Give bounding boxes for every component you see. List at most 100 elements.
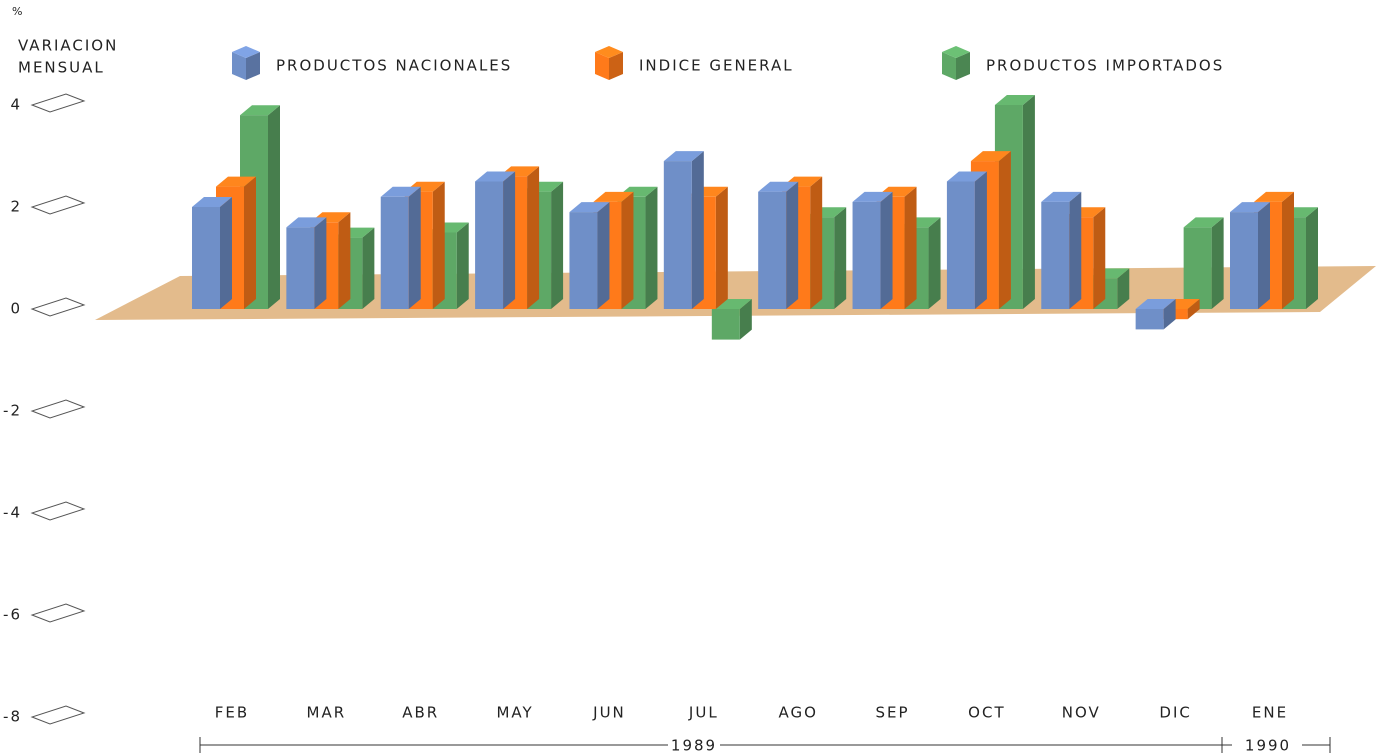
tick-mark bbox=[30, 297, 86, 317]
bar-side bbox=[456, 222, 469, 309]
bar-top bbox=[852, 191, 893, 202]
bar-side bbox=[362, 227, 375, 309]
x-tick-label: OCT bbox=[968, 704, 1005, 722]
bar-side bbox=[1282, 191, 1294, 309]
y-label: VARIACION bbox=[18, 37, 118, 55]
bar-side bbox=[220, 197, 232, 309]
bar bbox=[1183, 217, 1224, 309]
bar bbox=[663, 151, 704, 309]
bar-top bbox=[216, 176, 256, 187]
y-tick-label: -4 bbox=[3, 504, 22, 522]
bar-side bbox=[551, 181, 564, 309]
bar bbox=[569, 202, 610, 309]
cube-top bbox=[595, 46, 623, 58]
y-tick-label: -2 bbox=[3, 402, 22, 420]
period-gap bbox=[668, 735, 720, 755]
x-tick-label: AGO bbox=[778, 704, 817, 722]
tick-mark bbox=[30, 603, 86, 623]
bar bbox=[1230, 202, 1270, 309]
bar-side bbox=[1258, 202, 1270, 309]
cube-front bbox=[595, 52, 609, 80]
bar bbox=[286, 217, 327, 309]
x-tick-label: JUL bbox=[688, 704, 719, 722]
bar-side bbox=[1187, 299, 1200, 320]
cube-top bbox=[942, 46, 970, 58]
bar-side bbox=[527, 166, 540, 309]
bar-side bbox=[1211, 217, 1224, 309]
x-tick-label: MAY bbox=[496, 704, 533, 722]
bar-side bbox=[268, 105, 280, 309]
cube-front bbox=[942, 52, 956, 80]
bar-top bbox=[1041, 191, 1082, 202]
bar-side bbox=[880, 191, 893, 309]
bar-side bbox=[503, 171, 516, 309]
bar-front bbox=[663, 161, 692, 309]
bar-top bbox=[240, 105, 280, 116]
bar bbox=[192, 197, 232, 309]
cube-side bbox=[609, 52, 623, 80]
legend-label: INDICE GENERAL bbox=[639, 57, 794, 75]
y-tick-label: -6 bbox=[3, 606, 22, 624]
cube-top bbox=[232, 46, 260, 58]
cube-side bbox=[246, 52, 260, 80]
tick-mark bbox=[30, 399, 86, 419]
bar-top bbox=[1183, 217, 1224, 228]
x-tick-label: SEP bbox=[876, 704, 910, 722]
y-label: MENSUAL bbox=[18, 59, 105, 77]
bar-front bbox=[946, 181, 975, 309]
legend-label: PRODUCTOS NACIONALES bbox=[276, 57, 512, 75]
bar-top bbox=[593, 191, 634, 202]
bar-side bbox=[621, 191, 634, 309]
x-tick-label: DIC bbox=[1159, 704, 1191, 722]
bar-side bbox=[1093, 207, 1106, 309]
tick-mark bbox=[30, 195, 86, 215]
bar-front bbox=[475, 181, 504, 309]
bar-front bbox=[852, 201, 881, 309]
bar bbox=[1041, 191, 1082, 309]
legend-swatch bbox=[942, 46, 970, 80]
bar-front bbox=[569, 212, 598, 309]
tick-mark bbox=[30, 705, 86, 725]
legend-swatch bbox=[232, 46, 260, 80]
bar bbox=[758, 181, 799, 309]
bar-side bbox=[244, 176, 256, 309]
bar-side bbox=[1022, 95, 1035, 309]
bar-side bbox=[998, 151, 1011, 309]
bar-top bbox=[569, 202, 610, 213]
bar-side bbox=[1163, 299, 1176, 330]
bar-side bbox=[691, 151, 704, 309]
bar-front bbox=[1183, 227, 1212, 309]
bar-side bbox=[597, 202, 610, 309]
bar-side bbox=[834, 207, 847, 309]
bar-side bbox=[1069, 191, 1082, 309]
bar-front bbox=[1135, 309, 1164, 330]
bar bbox=[946, 171, 987, 309]
bar-side bbox=[786, 181, 799, 309]
x-tick-label: JUN bbox=[592, 704, 626, 722]
legend-swatch bbox=[595, 46, 623, 80]
period-gap bbox=[1232, 735, 1302, 755]
bar-top bbox=[994, 95, 1035, 105]
y-tick-label: 4 bbox=[10, 96, 22, 114]
bar-top bbox=[380, 186, 421, 197]
legend-label: PRODUCTOS IMPORTADOS bbox=[986, 57, 1224, 75]
x-tick-label: ENE bbox=[1252, 704, 1288, 722]
bar bbox=[380, 186, 421, 309]
bar bbox=[475, 171, 516, 309]
bar-side bbox=[739, 299, 752, 340]
bar bbox=[1135, 299, 1176, 330]
y-tick-label: 2 bbox=[10, 198, 22, 216]
bar-front bbox=[758, 191, 787, 309]
y-tick-label: 0 bbox=[10, 300, 22, 318]
bar-front bbox=[286, 227, 315, 309]
bar-top bbox=[1254, 191, 1294, 202]
bar-front bbox=[1230, 212, 1258, 309]
x-tick-label: MAR bbox=[307, 704, 347, 722]
bar-top bbox=[758, 181, 799, 192]
period-label: 1989 bbox=[671, 737, 717, 755]
bar-top bbox=[1135, 299, 1176, 309]
bar-side bbox=[1306, 207, 1318, 309]
x-tick-label: ABR bbox=[402, 704, 439, 722]
y-tick-label: -8 bbox=[3, 708, 22, 726]
